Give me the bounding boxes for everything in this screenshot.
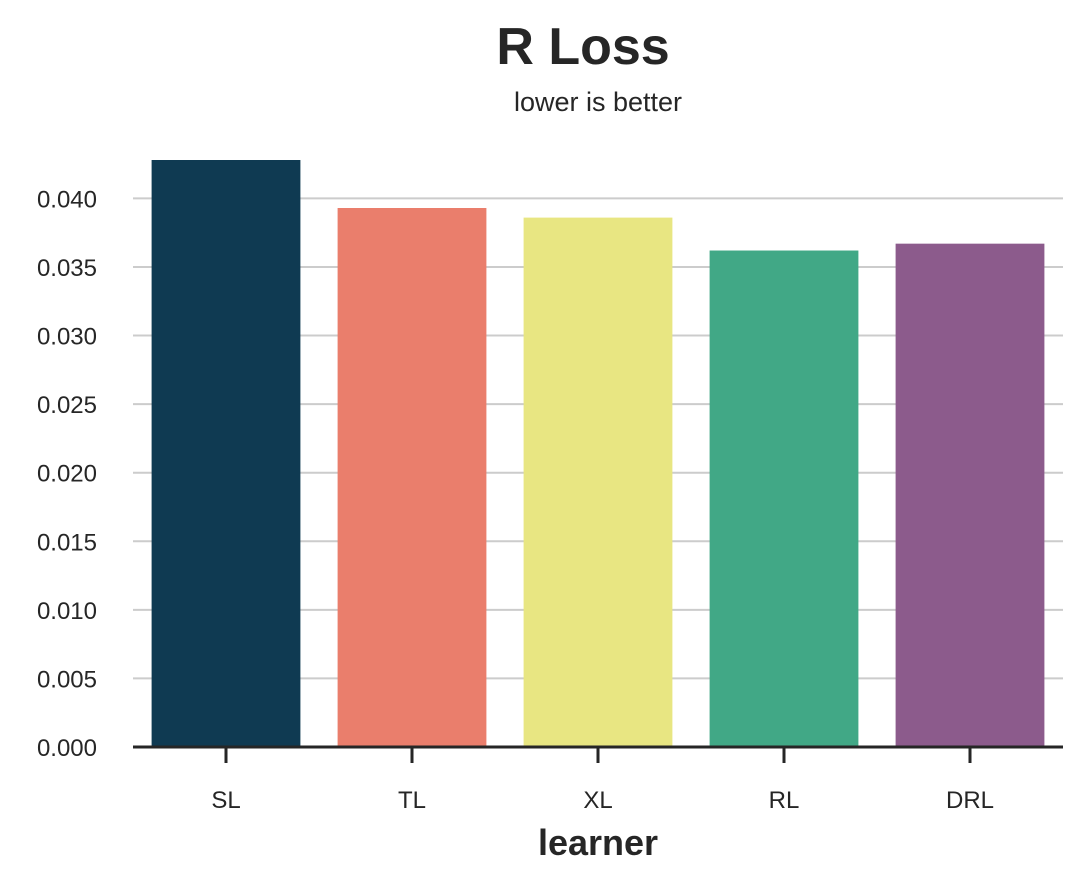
- y-tick-label: 0.035: [37, 255, 97, 282]
- y-tick-label: 0.030: [37, 324, 97, 351]
- chart-subtitle: lower is better: [514, 87, 682, 117]
- bar-sl: [151, 160, 301, 747]
- x-tick-label: SL: [211, 787, 240, 814]
- y-tick-label: 0.000: [37, 735, 97, 762]
- y-tick-labels: 0.000 0.005 0.010 0.015 0.020 0.025 0.030 0.035…: [37, 186, 97, 762]
- y-tick-label: 0.020: [37, 461, 97, 488]
- y-tick-label: 0.015: [37, 529, 97, 556]
- x-tick-label: DRL: [946, 787, 994, 814]
- bar-tl: [337, 208, 487, 748]
- bar-rl: [709, 250, 859, 748]
- y-tick-label: 0.010: [37, 598, 97, 625]
- bars: [151, 160, 1045, 748]
- x-tick-label: XL: [583, 787, 612, 814]
- x-tick-label: RL: [769, 787, 800, 814]
- x-tick-labels: SL TL XL RL DRL: [211, 787, 994, 814]
- x-tick-label: TL: [398, 787, 426, 814]
- y-tick-label: 0.005: [37, 666, 97, 693]
- bar-drl: [895, 243, 1045, 748]
- y-tick-label: 0.040: [37, 186, 97, 213]
- y-tick-label: 0.025: [37, 392, 97, 419]
- axes: [133, 745, 1063, 763]
- bar-xl: [523, 217, 673, 748]
- chart-title: R Loss: [496, 18, 669, 76]
- x-axis-label: learner: [538, 822, 658, 863]
